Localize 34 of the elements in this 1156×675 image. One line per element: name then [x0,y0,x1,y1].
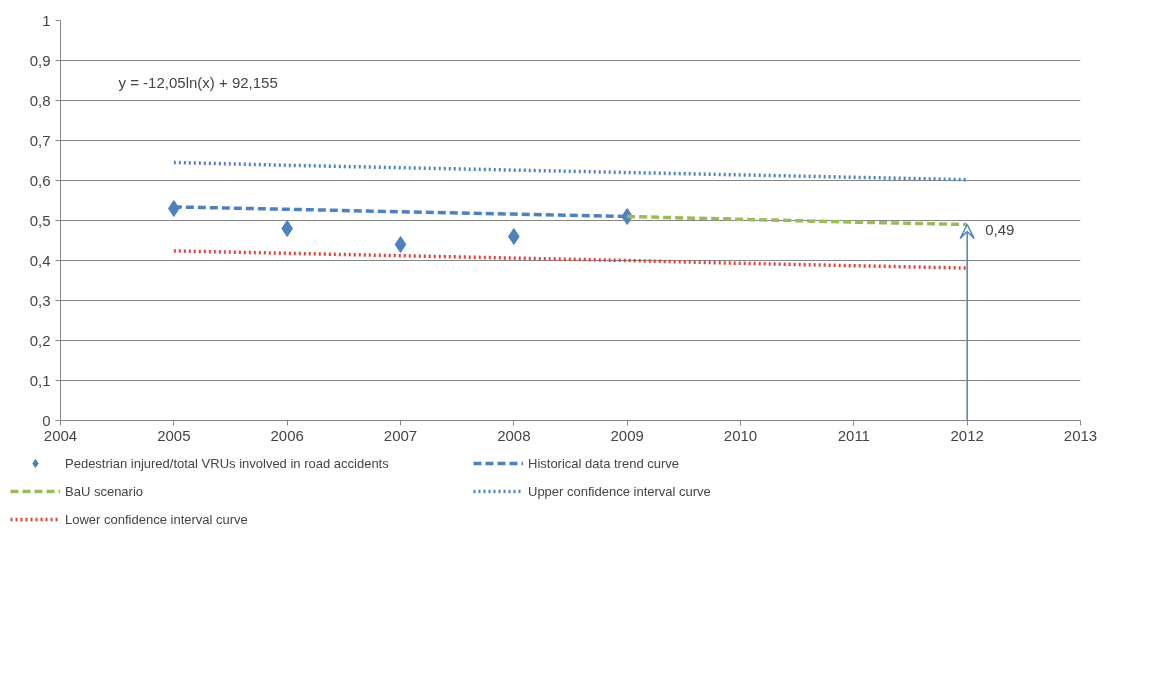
legend-label: Historical data trend curve [528,455,680,471]
x-tick-label: 2010 [723,426,758,444]
x-tick-label: 2005 [157,426,191,444]
point [394,236,407,253]
x-tick-label: 2009 [610,426,644,444]
y-tick-label: 0,1 [29,371,51,389]
annotation: 0,49 [985,220,1015,238]
point [168,200,180,217]
y-tick-label: 0,6 [29,171,51,189]
line-series [172,160,969,182]
y-tick-label: 0,5 [29,211,51,229]
point [508,228,520,245]
x-tick-label: 2013 [1063,426,1098,444]
x-tick-label: 2008 [497,426,531,444]
line-series [172,249,969,270]
point [281,220,293,237]
y-tick-label: 0,8 [29,91,51,109]
x-tick-label: 2012 [950,426,984,444]
legend-label: Upper confidence interval curve [528,483,712,499]
y-tick-label: 0,2 [29,331,51,349]
y-tick-label: 0 [42,411,51,429]
y-tick-label: 0,3 [29,291,51,309]
y-tick-label: 1 [42,11,51,29]
legend-label: BaU scenario [65,483,145,499]
x-tick-label: 2007 [383,426,418,444]
x-tick-label: 2004 [43,426,78,444]
y-tick-label: 0,9 [29,51,51,69]
legend-label: Pedestrian injured/total VRUs involved in road accidents [65,455,390,471]
x-tick-label: 2011 [837,426,870,444]
annotation: y = -12,05ln(x) + 92,155 [118,73,278,91]
y-tick-label: 0,7 [29,131,51,149]
y-tick-label: 0,4 [29,251,51,269]
legend-label: Lower confidence interval curve [65,511,249,527]
x-tick-label: 2006 [270,426,304,444]
